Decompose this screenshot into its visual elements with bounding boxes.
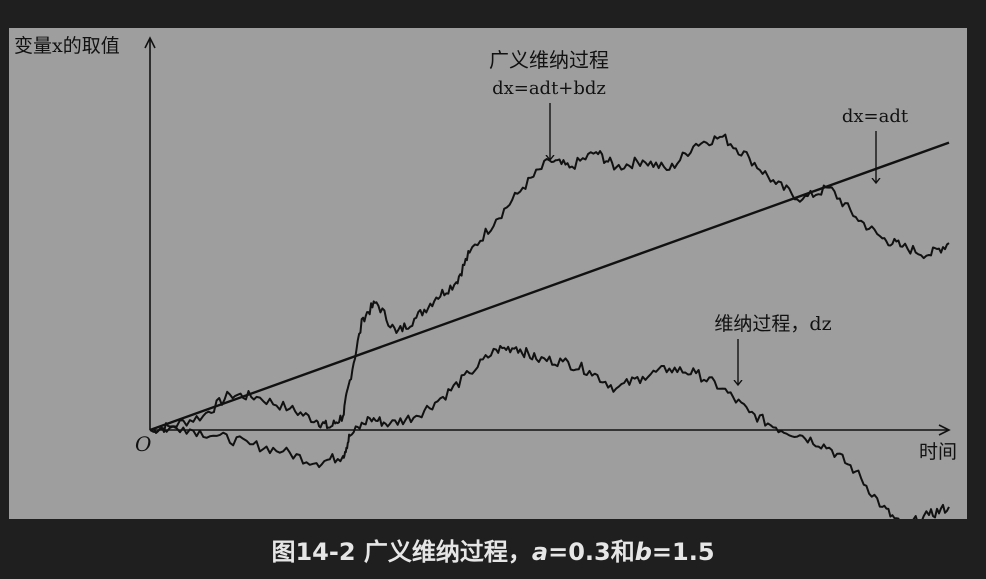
x-axis-label: 时间 xyxy=(919,441,957,463)
chart-svg: 变量x的取值 时间 O 广义维纳过程 dx=adt+bdz dx=adt 维纳过… xyxy=(14,35,957,519)
caption-a-symbol: a xyxy=(531,538,549,566)
caption-prefix: 图14-2 广义维纳过程， xyxy=(271,538,532,566)
x-axis-arrow xyxy=(938,424,951,436)
annotation-generalized-wiener-title: 广义维纳过程 xyxy=(489,48,609,72)
origin-label: O xyxy=(135,432,151,456)
annotation-generalized-wiener-formula: dx=adt+bdz xyxy=(492,78,606,99)
chart-figure: 变量x的取值 时间 O 广义维纳过程 dx=adt+bdz dx=adt 维纳过… xyxy=(9,28,967,519)
series-wiener xyxy=(149,345,950,519)
y-axis-label: 变量x的取值 xyxy=(14,35,120,57)
series-generalized-wiener xyxy=(149,133,950,434)
annotation-wiener-label: 维纳过程，dz xyxy=(714,313,831,335)
y-axis-arrow xyxy=(144,36,156,49)
annotation-drift-formula: dx=adt xyxy=(842,106,909,127)
figure-caption: 图14-2 广义维纳过程，a=0.3和b=1.5 xyxy=(0,532,986,567)
caption-a-value: =0.3和 xyxy=(548,538,635,566)
series-drift-line xyxy=(149,141,950,432)
caption-b-value: =1.5 xyxy=(651,538,715,566)
caption-b-symbol: b xyxy=(634,538,652,566)
